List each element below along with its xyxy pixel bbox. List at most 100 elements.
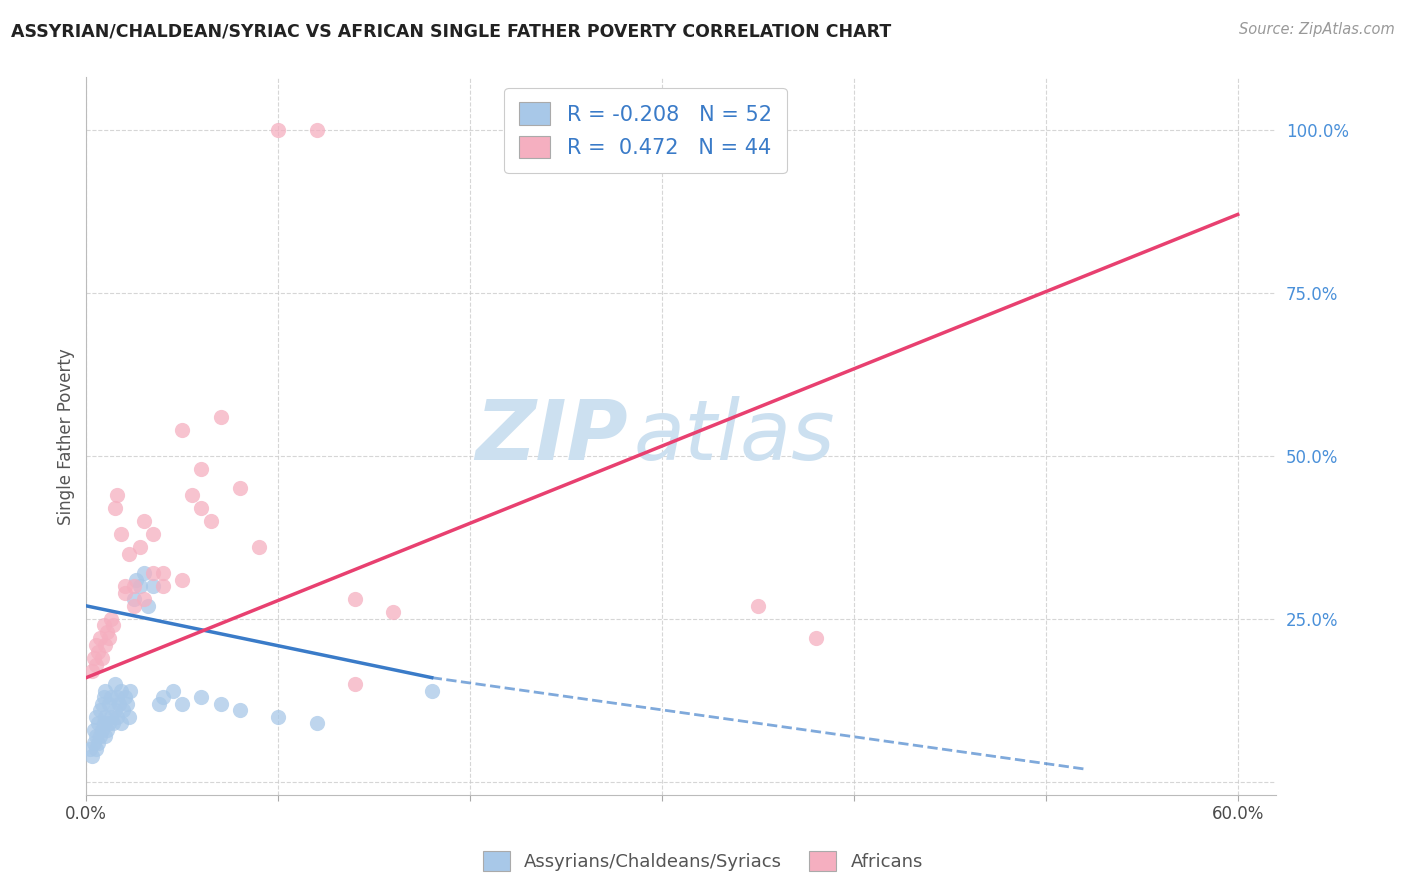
Point bbox=[104, 677, 127, 691]
Point bbox=[122, 579, 145, 593]
Y-axis label: Single Father Poverty: Single Father Poverty bbox=[58, 348, 75, 524]
Point bbox=[90, 723, 112, 737]
Point bbox=[382, 606, 405, 620]
Point bbox=[93, 618, 115, 632]
Point bbox=[115, 697, 138, 711]
Point bbox=[129, 540, 152, 554]
Point bbox=[114, 586, 136, 600]
Point bbox=[172, 697, 194, 711]
Point bbox=[152, 566, 174, 581]
Point bbox=[84, 710, 107, 724]
Point bbox=[142, 566, 165, 581]
Point bbox=[122, 599, 145, 613]
Point bbox=[87, 644, 110, 658]
Point bbox=[267, 122, 290, 136]
Point bbox=[108, 697, 131, 711]
Point bbox=[120, 683, 142, 698]
Point bbox=[83, 723, 105, 737]
Point bbox=[105, 690, 128, 705]
Point bbox=[93, 716, 115, 731]
Point bbox=[80, 664, 103, 678]
Point bbox=[89, 632, 111, 646]
Point bbox=[305, 122, 328, 136]
Point bbox=[125, 573, 148, 587]
Point bbox=[209, 697, 232, 711]
Point bbox=[343, 592, 366, 607]
Point bbox=[93, 690, 115, 705]
Point bbox=[110, 527, 132, 541]
Point bbox=[152, 579, 174, 593]
Point bbox=[804, 632, 827, 646]
Point bbox=[87, 736, 110, 750]
Point bbox=[209, 409, 232, 424]
Point bbox=[162, 683, 184, 698]
Point bbox=[172, 573, 194, 587]
Point bbox=[96, 624, 118, 639]
Point bbox=[152, 690, 174, 705]
Point bbox=[84, 638, 107, 652]
Point bbox=[420, 683, 443, 698]
Point bbox=[105, 488, 128, 502]
Point bbox=[87, 716, 110, 731]
Point bbox=[100, 690, 122, 705]
Text: ASSYRIAN/CHALDEAN/SYRIAC VS AFRICAN SINGLE FATHER POVERTY CORRELATION CHART: ASSYRIAN/CHALDEAN/SYRIAC VS AFRICAN SING… bbox=[11, 22, 891, 40]
Point bbox=[84, 730, 107, 744]
Point bbox=[229, 482, 252, 496]
Point bbox=[94, 638, 117, 652]
Point bbox=[84, 657, 107, 672]
Point bbox=[110, 683, 132, 698]
Point bbox=[747, 599, 769, 613]
Point bbox=[247, 540, 270, 554]
Point bbox=[79, 742, 101, 756]
Point bbox=[229, 703, 252, 717]
Point bbox=[190, 501, 212, 516]
Point bbox=[90, 651, 112, 665]
Legend: R = -0.208   N = 52, R =  0.472   N = 44: R = -0.208 N = 52, R = 0.472 N = 44 bbox=[505, 87, 786, 173]
Point bbox=[94, 730, 117, 744]
Point bbox=[114, 579, 136, 593]
Point bbox=[94, 710, 117, 724]
Point bbox=[83, 651, 105, 665]
Point bbox=[142, 527, 165, 541]
Point bbox=[83, 736, 105, 750]
Point bbox=[200, 514, 222, 528]
Point bbox=[190, 462, 212, 476]
Point bbox=[142, 579, 165, 593]
Point bbox=[100, 710, 122, 724]
Point bbox=[148, 697, 170, 711]
Point bbox=[98, 632, 121, 646]
Point bbox=[104, 501, 127, 516]
Text: ZIP: ZIP bbox=[475, 396, 627, 476]
Point bbox=[117, 547, 139, 561]
Point bbox=[100, 612, 122, 626]
Point bbox=[136, 599, 159, 613]
Point bbox=[117, 710, 139, 724]
Legend: Assyrians/Chaldeans/Syriacs, Africans: Assyrians/Chaldeans/Syriacs, Africans bbox=[475, 844, 931, 879]
Point bbox=[101, 716, 124, 731]
Text: atlas: atlas bbox=[634, 396, 835, 476]
Point bbox=[101, 618, 124, 632]
Point bbox=[98, 697, 121, 711]
Point bbox=[343, 677, 366, 691]
Point bbox=[129, 579, 152, 593]
Point bbox=[122, 592, 145, 607]
Point bbox=[80, 748, 103, 763]
Point bbox=[190, 690, 212, 705]
Point bbox=[305, 716, 328, 731]
Point bbox=[111, 703, 134, 717]
Point bbox=[267, 710, 290, 724]
Point bbox=[180, 488, 202, 502]
Point bbox=[132, 566, 155, 581]
Point bbox=[132, 592, 155, 607]
Point bbox=[110, 716, 132, 731]
Text: Source: ZipAtlas.com: Source: ZipAtlas.com bbox=[1239, 22, 1395, 37]
Point bbox=[98, 716, 121, 731]
Point bbox=[104, 703, 127, 717]
Point bbox=[89, 730, 111, 744]
Point bbox=[90, 697, 112, 711]
Point bbox=[132, 514, 155, 528]
Point bbox=[96, 723, 118, 737]
Point bbox=[105, 710, 128, 724]
Point bbox=[114, 690, 136, 705]
Point bbox=[94, 683, 117, 698]
